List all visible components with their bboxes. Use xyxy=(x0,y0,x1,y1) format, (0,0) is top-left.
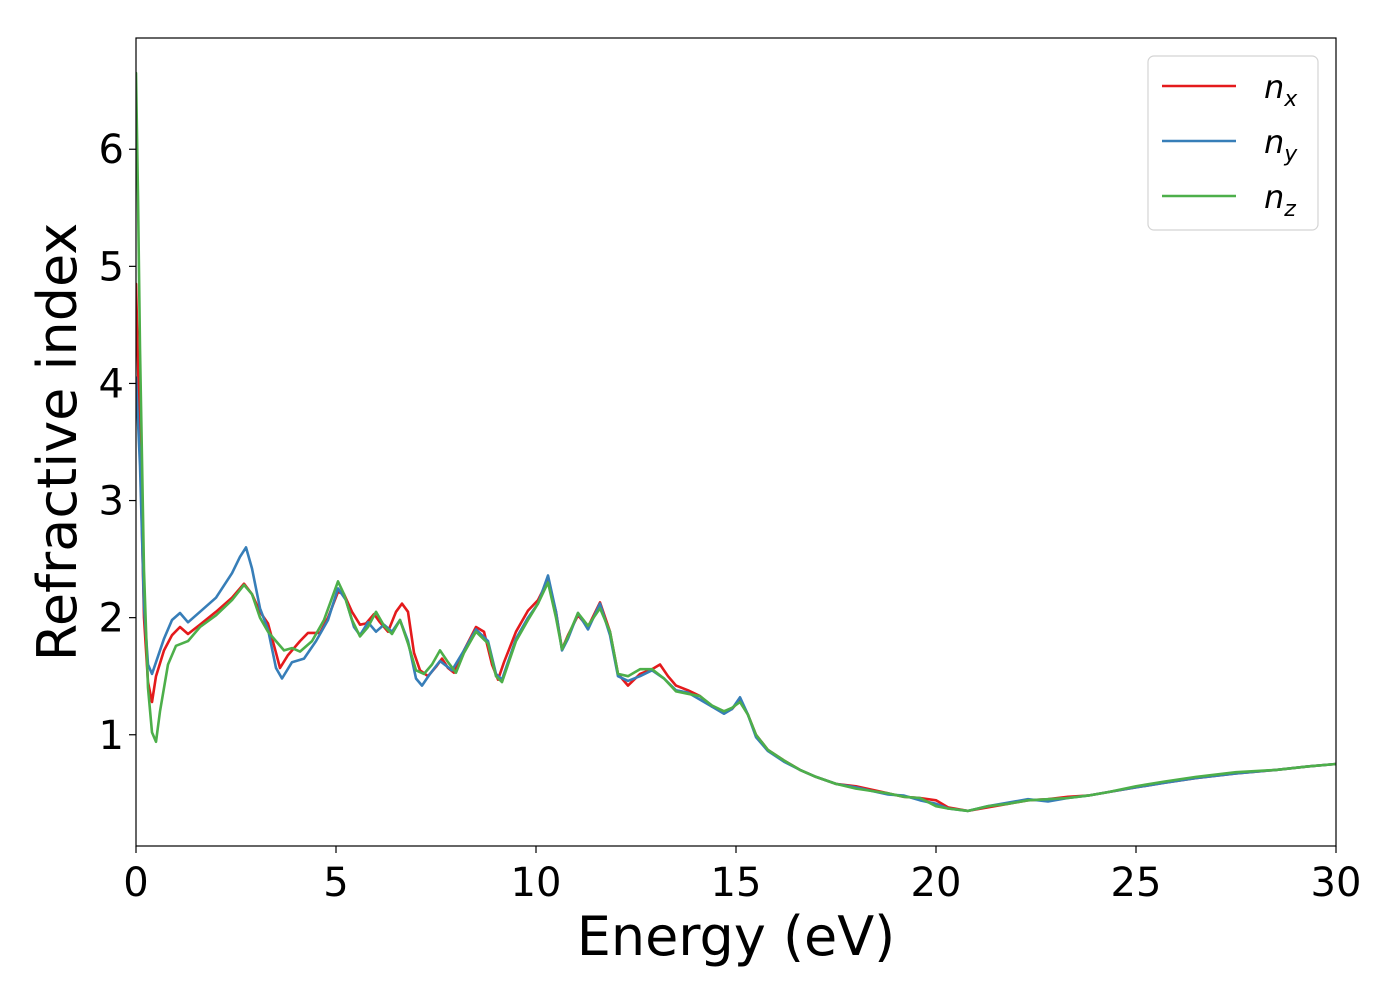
x-tick-label: 30 xyxy=(1311,860,1362,906)
y-tick-label: 5 xyxy=(99,244,124,290)
y-tick-label: 1 xyxy=(99,713,124,759)
legend: nx ny nz xyxy=(1147,55,1319,231)
legend-box xyxy=(1147,55,1319,231)
series-line-n-z xyxy=(136,71,1336,813)
y-axis-title: Refractive index xyxy=(26,223,89,662)
x-tick-label: 10 xyxy=(511,860,562,906)
x-axis-ticks: 0 5 10 15 20 25 30 xyxy=(123,846,1361,906)
series-line-n-y xyxy=(136,376,1336,813)
x-tick-label: 5 xyxy=(323,860,348,906)
x-tick-label: 15 xyxy=(711,860,762,906)
x-tick-label: 25 xyxy=(1111,860,1162,906)
x-tick-label: 0 xyxy=(123,860,148,906)
y-axis-ticks: 1 2 3 4 5 6 xyxy=(99,127,136,759)
plot-lines xyxy=(136,71,1336,813)
legend-label-y: ny xyxy=(1264,123,1298,167)
y-tick-label: 3 xyxy=(99,479,124,525)
x-tick-label: 20 xyxy=(911,860,962,906)
legend-label-x: nx xyxy=(1264,68,1298,112)
y-tick-label: 4 xyxy=(99,361,124,407)
x-axis-title: Energy (eV) xyxy=(577,905,896,968)
y-tick-label: 6 xyxy=(99,127,124,173)
legend-label-z: nz xyxy=(1264,178,1296,222)
series-line-n-x xyxy=(136,282,1336,813)
y-tick-label: 2 xyxy=(99,596,124,642)
